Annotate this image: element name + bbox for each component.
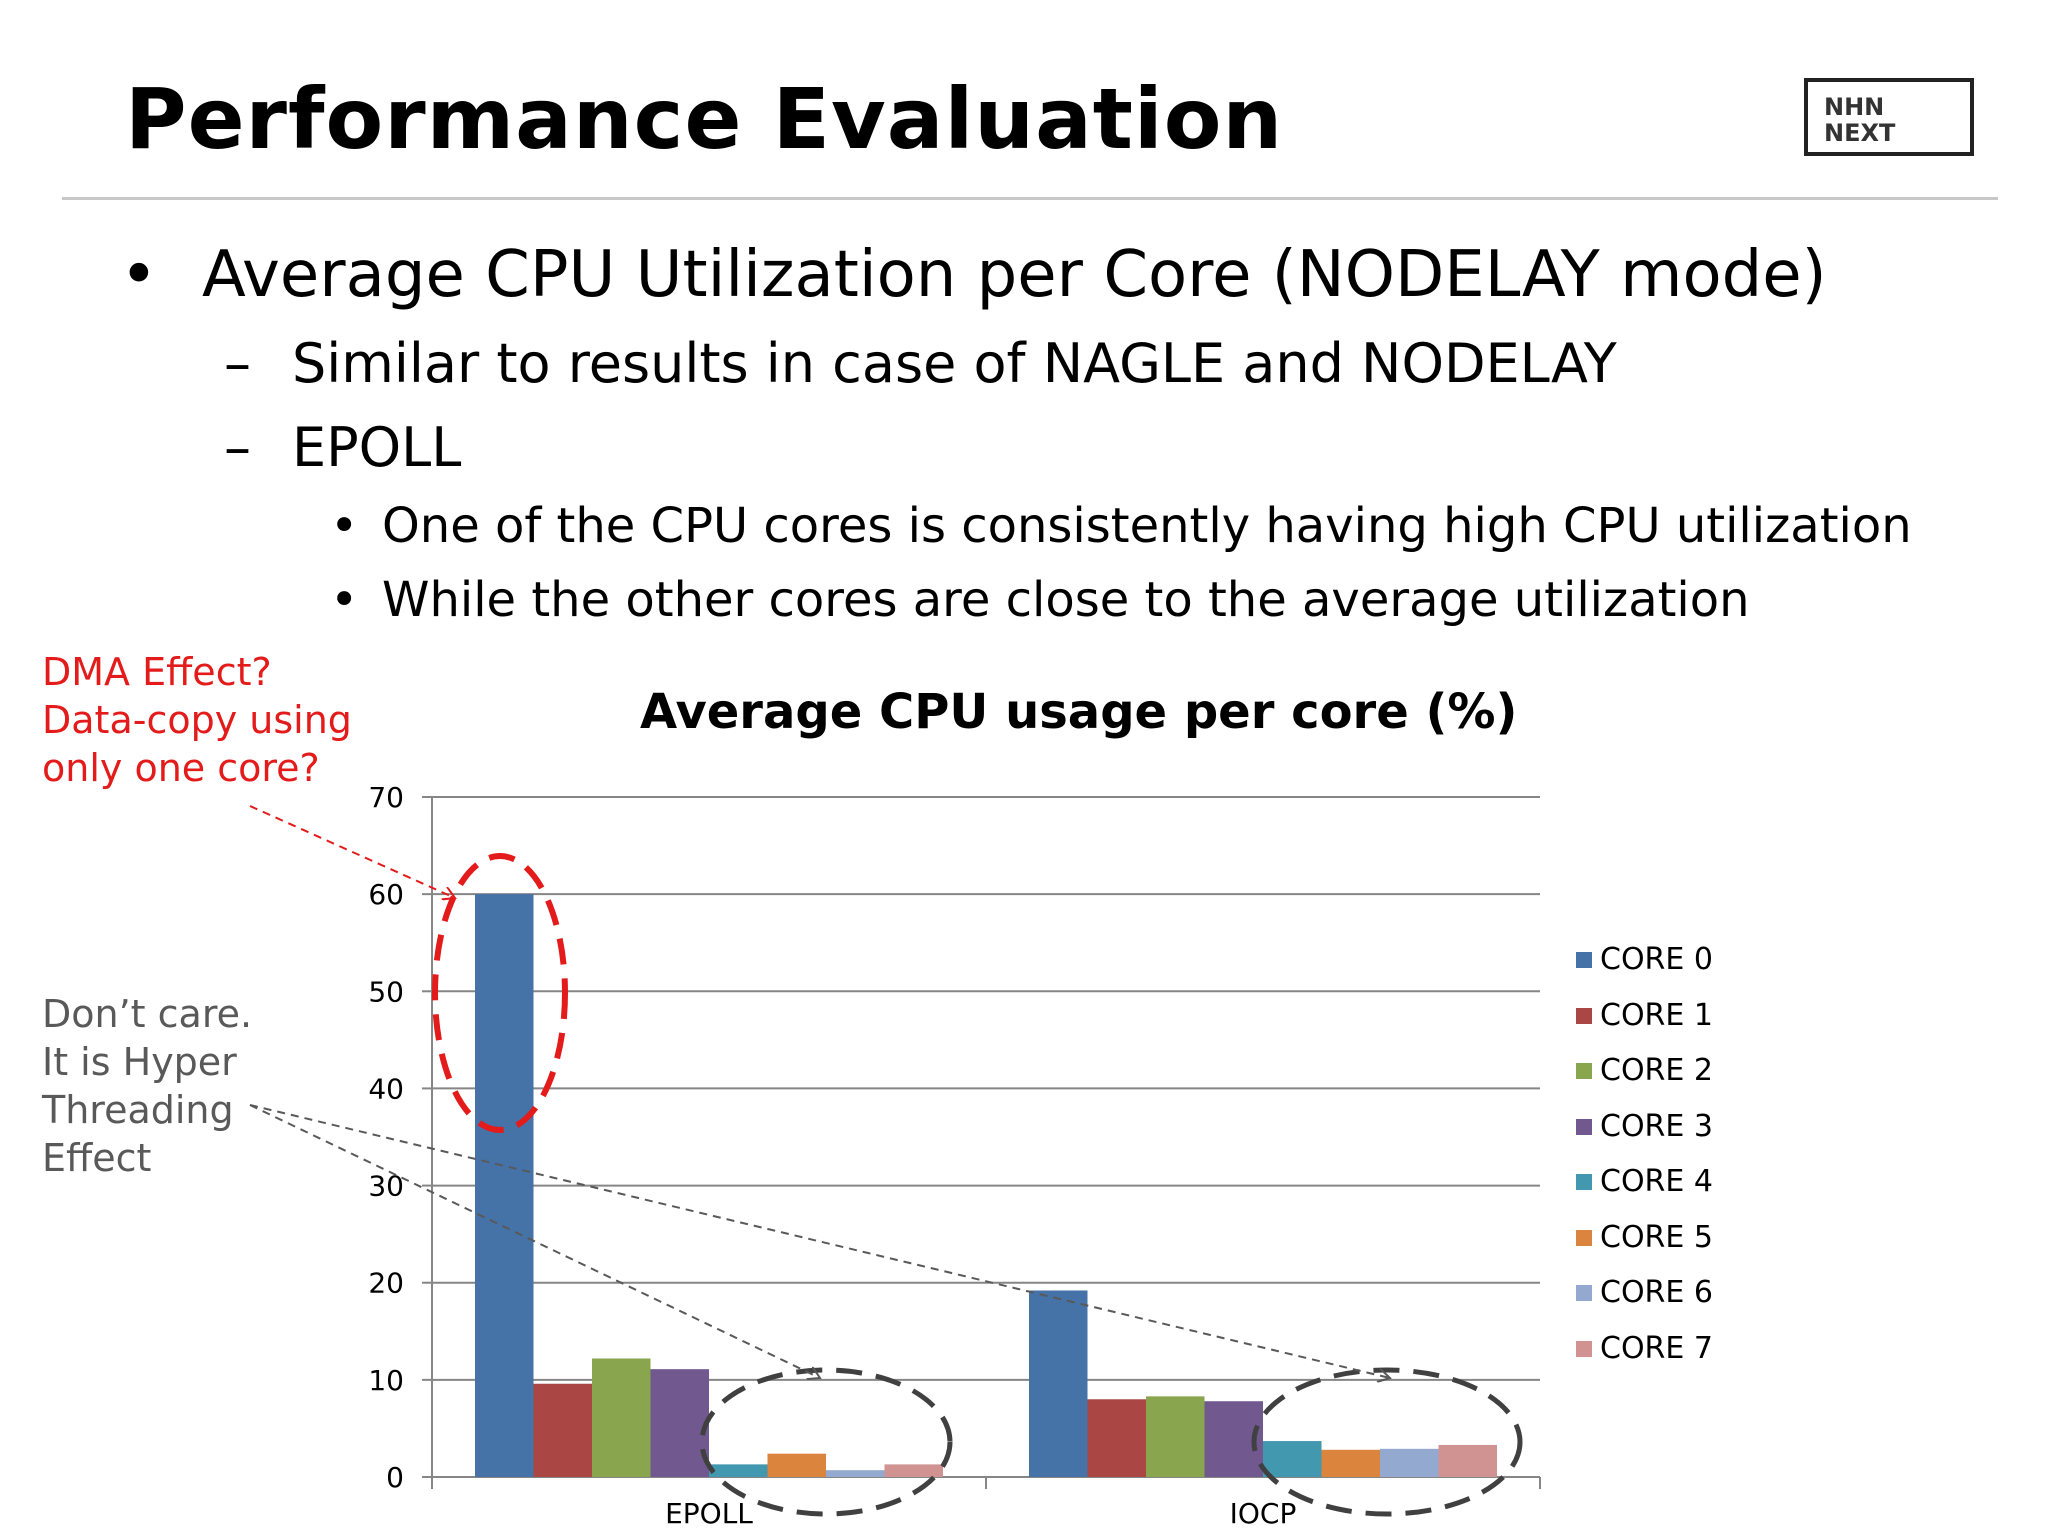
gridlines xyxy=(432,796,1540,1381)
legend-item: CORE 1 xyxy=(1576,996,1796,1036)
logo-line-1: NHN xyxy=(1824,93,1885,121)
y-tick-label: 30 xyxy=(368,1170,404,1203)
bar xyxy=(709,1464,768,1477)
bar xyxy=(1029,1290,1088,1477)
annotation-line: It is Hyper xyxy=(42,1040,237,1084)
bullet-dot-icon: • xyxy=(330,498,359,554)
bar xyxy=(533,1383,592,1477)
hyperthreading-arrow-epoll xyxy=(249,1104,820,1378)
y-tick-label: 70 xyxy=(368,781,404,814)
legend-label: CORE 1 xyxy=(1600,997,1713,1033)
highlight-ellipse-red xyxy=(432,853,568,1133)
legend-item: CORE 3 xyxy=(1576,1107,1796,1147)
legend-swatch xyxy=(1576,1285,1592,1301)
nhn-next-logo: NHN NEXT xyxy=(1804,78,1974,156)
bar xyxy=(884,1464,943,1477)
bullet-dot-icon: • xyxy=(120,238,158,312)
highlight-ellipse-epoll-cores xyxy=(699,1367,953,1517)
bar xyxy=(650,1369,709,1477)
legend-item: CORE 7 xyxy=(1576,1329,1796,1369)
annotation-line: DMA Effect? xyxy=(42,650,272,694)
legend-swatch xyxy=(1576,952,1592,968)
bar xyxy=(592,1358,651,1477)
legend-swatch xyxy=(1576,1340,1592,1357)
annotation-line: Data-copy using xyxy=(42,698,352,742)
legend-label: CORE 4 xyxy=(1600,1164,1713,1199)
legend-label: CORE 7 xyxy=(1600,1330,1713,1366)
chart-title: Average CPU usage per core (%) xyxy=(640,684,1518,740)
bullet-dash-icon: – xyxy=(224,332,251,395)
dma-arrow xyxy=(249,805,455,898)
bullet-text: While the other cores are close to the a… xyxy=(382,572,1750,628)
bar xyxy=(1263,1441,1322,1477)
legend-item: CORE 2 xyxy=(1576,1051,1796,1091)
hyperthreading-arrow-iocp xyxy=(249,1104,1390,1378)
legend-label: CORE 3 xyxy=(1600,1108,1713,1144)
bar xyxy=(767,1453,826,1477)
y-tick-label: 0 xyxy=(386,1461,404,1494)
y-tick-label: 20 xyxy=(368,1267,404,1300)
legend-item: CORE 6 xyxy=(1576,1273,1796,1313)
legend-swatch xyxy=(1576,1063,1592,1079)
title-divider xyxy=(62,197,1998,200)
bullet-text: EPOLL xyxy=(292,416,462,479)
bar xyxy=(1321,1449,1380,1477)
bar xyxy=(1146,1396,1205,1477)
bar xyxy=(826,1470,885,1477)
legend-label: CORE 0 xyxy=(1600,942,1713,977)
slide-title: Performance Evaluation xyxy=(125,70,1284,168)
legend-swatch xyxy=(1576,1174,1592,1190)
bars xyxy=(475,894,1497,1477)
annotation-overlays xyxy=(249,805,1523,1517)
bullet-text: Similar to results in case of NAGLE and … xyxy=(292,332,1617,395)
legend-label: CORE 5 xyxy=(1600,1219,1713,1255)
bar xyxy=(1087,1399,1146,1477)
annotation-line: Don’t care. xyxy=(42,992,253,1036)
legend-item: CORE 0 xyxy=(1576,940,1796,980)
logo-line-2: NEXT xyxy=(1824,119,1896,147)
annotation-line: only one core? xyxy=(42,746,320,790)
dma-annotation: DMA Effect? Data-copy using only one cor… xyxy=(42,648,352,792)
x-category-label: EPOLL xyxy=(665,1497,753,1530)
bar xyxy=(475,894,534,1477)
legend-label: CORE 6 xyxy=(1600,1275,1713,1310)
y-tick-label: 60 xyxy=(368,878,404,911)
bar xyxy=(1380,1448,1439,1477)
bullet-dot-icon: • xyxy=(330,572,359,628)
y-tick-label: 40 xyxy=(368,1072,404,1105)
legend-swatch xyxy=(1576,1229,1592,1246)
legend-item: CORE 5 xyxy=(1576,1218,1796,1258)
bullet-dash-icon: – xyxy=(224,416,251,479)
annotation-line: Threading xyxy=(42,1088,234,1132)
legend-item: CORE 4 xyxy=(1576,1162,1796,1202)
bar xyxy=(1438,1444,1497,1477)
legend-swatch xyxy=(1576,1118,1592,1135)
legend-swatch xyxy=(1576,1007,1592,1024)
annotation-line: Effect xyxy=(42,1136,152,1180)
hyperthreading-annotation: Don’t care. It is Hyper Threading Effect xyxy=(42,990,252,1182)
y-tick-label: 50 xyxy=(368,975,404,1008)
bullet-text: One of the CPU cores is consistently hav… xyxy=(382,498,1912,554)
tick-labels: 0 10 20 30 40 50 60 70 EPOLL IOCP xyxy=(368,781,1296,1530)
legend-label: CORE 2 xyxy=(1600,1053,1713,1088)
x-category-label: IOCP xyxy=(1230,1497,1297,1530)
y-tick-label: 10 xyxy=(368,1364,404,1397)
bullet-text: Average CPU Utilization per Core (NODELA… xyxy=(202,238,1827,312)
